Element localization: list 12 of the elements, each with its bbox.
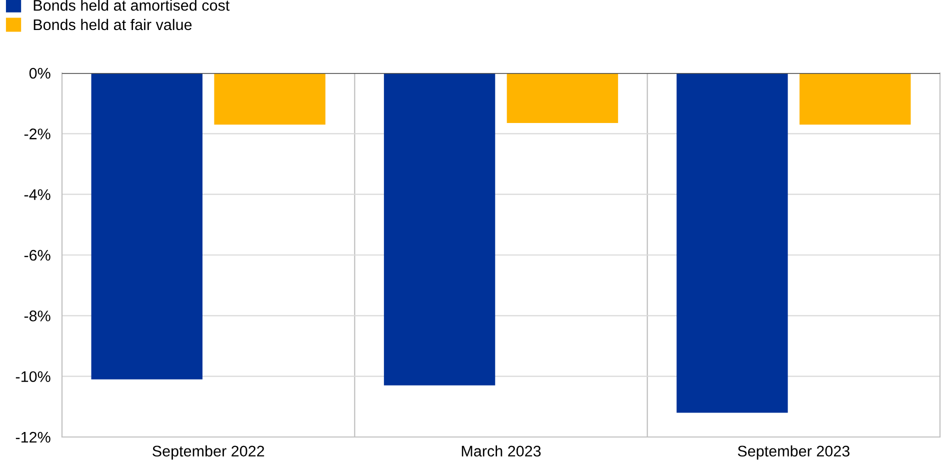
x-tick-label: September 2022 xyxy=(152,445,264,460)
y-tick-label: -6% xyxy=(24,250,50,261)
y-tick-label: -2% xyxy=(24,128,50,140)
x-tick-label: March 2023 xyxy=(462,445,541,457)
legend-label: Bonds held at amortised cost xyxy=(34,0,230,11)
y-tick-label: 0% xyxy=(29,68,50,79)
y-tick-label: -4% xyxy=(24,189,50,200)
legend-label: Bonds held at fair value xyxy=(34,18,192,30)
y-tick-label: -8% xyxy=(24,310,50,322)
y-tick-label: -10% xyxy=(16,371,50,382)
x-tick-label: September 2023 xyxy=(738,445,850,460)
y-tick-label: -12% xyxy=(16,432,50,443)
